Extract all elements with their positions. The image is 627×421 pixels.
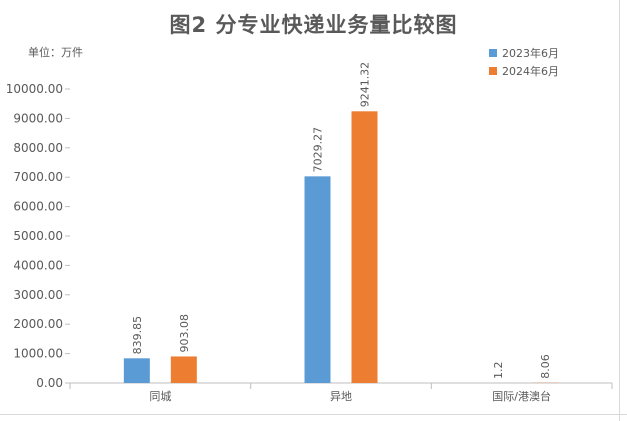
legend-label-2023: 2023年6月 — [502, 47, 559, 60]
legend-swatch-2024 — [489, 67, 497, 75]
data-label-2023: 839.85 — [131, 316, 144, 355]
y-tick-label: 8000.00 — [13, 141, 63, 155]
legend-label-2024: 2024年6月 — [502, 65, 559, 78]
bar-2024 — [351, 111, 378, 384]
y-tick-label: 9000.00 — [13, 111, 63, 125]
y-tick-label: 2000.00 — [13, 317, 63, 331]
legend-swatch-2023 — [489, 49, 497, 57]
x-category-label: 国际/港澳台 — [492, 389, 551, 403]
y-tick-label: 10000.00 — [6, 82, 63, 96]
frame-border-bottom — [0, 414, 627, 415]
y-tick-label: 4000.00 — [13, 258, 63, 272]
legend-item-2024: 2024年6月 — [489, 62, 559, 80]
x-category-label: 异地 — [330, 390, 352, 403]
bar-2023 — [304, 176, 331, 383]
data-label-2023: 1.2 — [492, 361, 505, 378]
y-tick-label: 7000.00 — [13, 170, 63, 184]
data-label-2023: 7029.27 — [312, 127, 325, 173]
y-tick-label: 1000.00 — [13, 347, 63, 361]
data-label-2024: 9241.32 — [359, 62, 372, 108]
x-category-label: 同城 — [149, 390, 171, 403]
legend: 2023年6月 2024年6月 — [489, 44, 559, 80]
frame-border-right — [619, 0, 620, 421]
y-tick-label: 0.00 — [36, 376, 63, 390]
y-tick-label: 3000.00 — [13, 288, 63, 302]
chart-title: 图2 分专业快递业务量比较图 — [169, 13, 458, 37]
unit-label: 单位：万件 — [28, 46, 83, 59]
data-label-2024: 8.06 — [539, 354, 552, 379]
y-tick-label: 6000.00 — [13, 200, 63, 214]
bar-2023 — [123, 358, 150, 383]
bar-2024 — [170, 356, 197, 383]
y-tick-label: 5000.00 — [13, 229, 63, 243]
legend-item-2023: 2023年6月 — [489, 44, 559, 62]
data-label-2024: 903.08 — [178, 314, 191, 353]
